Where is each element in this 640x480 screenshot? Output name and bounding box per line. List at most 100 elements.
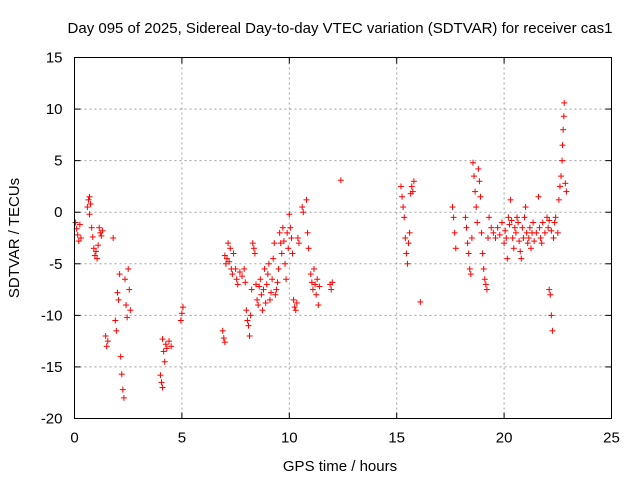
data-point — [501, 240, 508, 247]
data-point — [561, 99, 568, 106]
data-point — [90, 245, 97, 252]
data-point — [311, 265, 318, 272]
data-point — [490, 229, 497, 236]
data-point — [104, 338, 111, 345]
data-point — [502, 227, 509, 234]
data-point — [545, 224, 552, 231]
data-point — [292, 307, 299, 314]
data-point — [530, 219, 537, 226]
data-point — [471, 173, 478, 180]
y-tick-label: -10 — [41, 307, 63, 324]
data-point — [299, 204, 306, 211]
data-point — [126, 286, 133, 293]
data-point — [166, 338, 173, 345]
data-point — [241, 265, 248, 272]
data-point — [239, 273, 246, 280]
data-point — [475, 165, 482, 172]
data-point — [316, 283, 323, 290]
data-point — [95, 242, 102, 249]
data-points — [72, 99, 570, 401]
data-point — [76, 221, 83, 228]
data-point — [315, 302, 322, 309]
data-point — [294, 235, 301, 241]
data-point — [546, 286, 553, 293]
data-point — [483, 286, 490, 293]
data-point — [546, 217, 553, 224]
data-point — [293, 299, 300, 306]
data-point — [124, 314, 131, 321]
x-tick-label: 25 — [603, 430, 620, 447]
data-point — [479, 250, 486, 257]
data-point — [250, 245, 257, 252]
data-point — [486, 214, 493, 221]
data-point — [221, 339, 228, 346]
data-point — [274, 279, 281, 286]
data-point — [112, 317, 119, 324]
y-tick-label: -5 — [49, 256, 62, 273]
data-point — [168, 343, 175, 350]
data-point — [482, 281, 489, 288]
data-point — [263, 281, 270, 288]
data-point — [87, 200, 94, 207]
data-point — [508, 217, 515, 224]
x-axis-label: GPS time / hours — [283, 458, 397, 475]
data-point — [522, 204, 529, 211]
data-point — [94, 255, 101, 262]
data-point — [417, 298, 424, 305]
data-point — [480, 265, 487, 272]
data-point — [464, 240, 471, 247]
data-point — [541, 229, 548, 236]
data-point — [496, 231, 503, 238]
data-point — [512, 229, 519, 236]
data-point — [472, 188, 479, 195]
data-point — [519, 224, 526, 231]
data-point — [283, 276, 290, 283]
data-point — [515, 219, 522, 226]
data-point — [517, 248, 524, 255]
data-point — [559, 142, 566, 149]
data-point — [282, 260, 289, 267]
data-point — [121, 276, 128, 283]
data-point — [230, 250, 237, 257]
data-point — [276, 229, 283, 236]
data-point — [88, 224, 95, 231]
data-point — [288, 235, 295, 241]
data-point — [265, 260, 272, 267]
data-point — [260, 286, 267, 293]
data-point — [248, 286, 255, 293]
data-point — [563, 188, 570, 195]
data-point — [77, 235, 84, 241]
data-point — [234, 281, 241, 288]
data-point — [113, 327, 120, 334]
data-point — [303, 196, 310, 203]
data-point — [284, 229, 291, 236]
data-point — [559, 157, 566, 164]
data-point — [560, 126, 567, 133]
data-point — [96, 224, 103, 231]
data-point — [484, 235, 491, 241]
data-point — [329, 279, 336, 286]
data-point — [72, 219, 79, 226]
data-point — [117, 353, 124, 360]
data-point — [526, 224, 533, 231]
y-axis-label: SDTVAR / TECUs — [6, 178, 23, 298]
data-point — [116, 271, 123, 278]
data-point — [494, 224, 501, 231]
data-point — [548, 312, 555, 319]
data-point — [467, 271, 474, 278]
y-tick-label: -20 — [41, 411, 63, 428]
data-point — [492, 235, 499, 241]
data-point — [551, 219, 558, 226]
data-point — [92, 248, 99, 255]
data-point — [160, 348, 167, 355]
data-point — [98, 232, 105, 239]
data-point — [280, 238, 287, 245]
data-point — [449, 204, 456, 211]
data-point — [538, 240, 545, 247]
data-point — [539, 219, 546, 226]
data-point — [278, 250, 285, 257]
data-point — [245, 322, 252, 329]
data-point — [511, 224, 518, 231]
chart-title: Day 095 of 2025, Sidereal Day-to-day VTE… — [68, 20, 613, 37]
data-point — [259, 307, 266, 314]
